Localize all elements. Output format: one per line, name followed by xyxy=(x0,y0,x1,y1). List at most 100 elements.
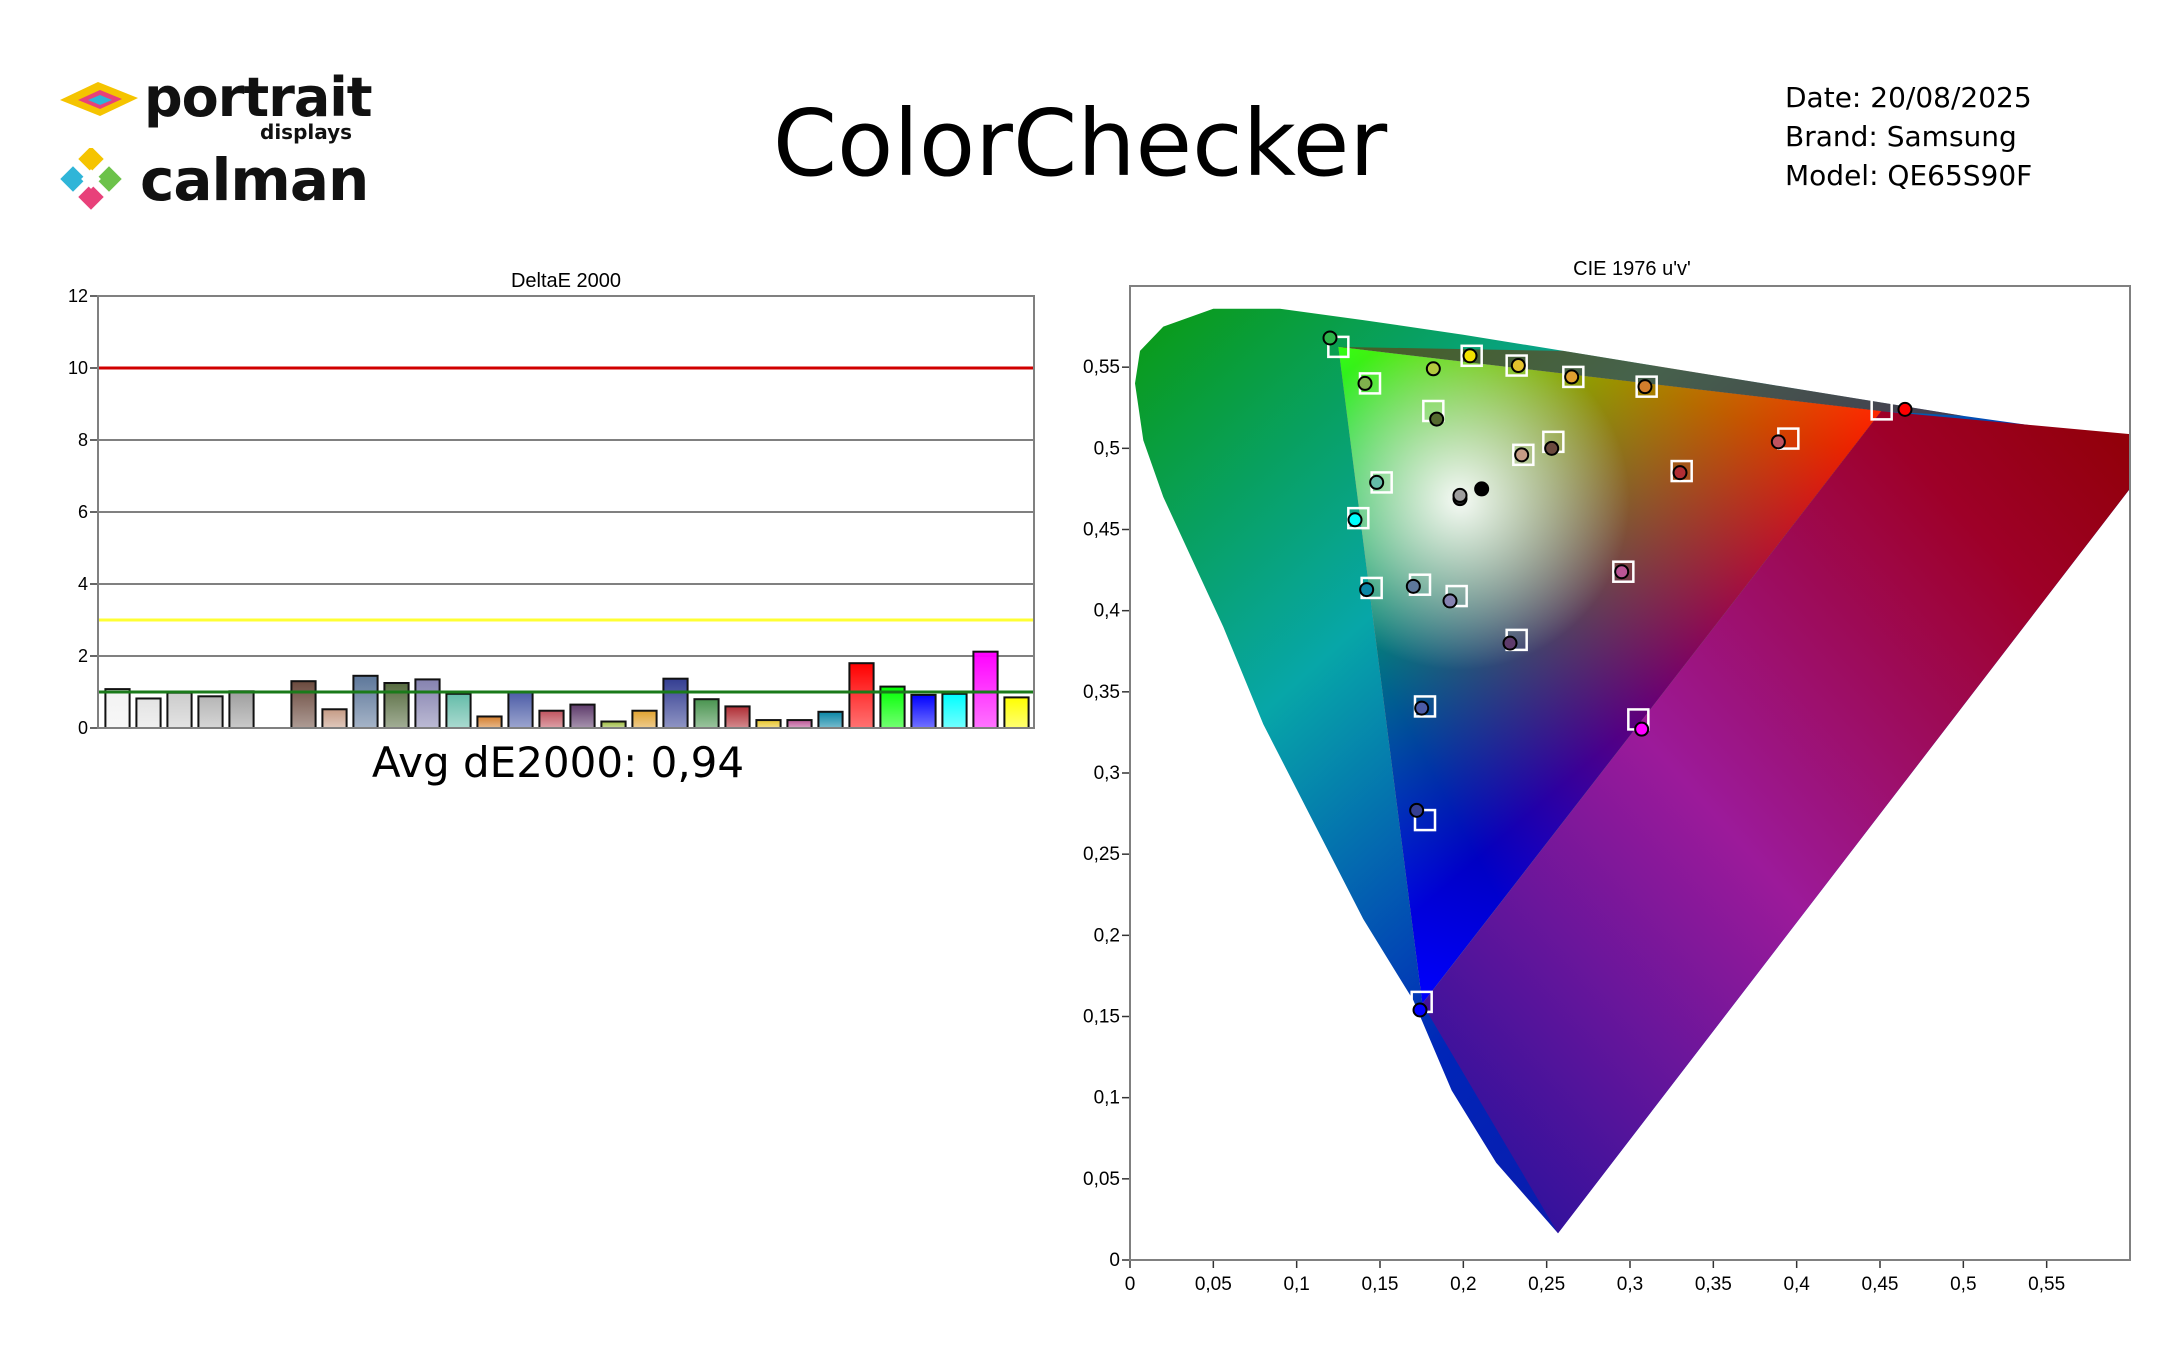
cie-xtick-label: 0,35 xyxy=(1695,1274,1732,1295)
cie-measured-point xyxy=(1414,700,1430,716)
cie-measured-point xyxy=(1770,434,1786,450)
cie-ytick-label: 0,35 xyxy=(1083,682,1120,703)
cie-target-square xyxy=(1870,398,1893,421)
deltae-bar xyxy=(662,677,689,729)
cie-target-square xyxy=(1635,375,1658,398)
deltae-bar xyxy=(383,682,410,729)
deltae-bar xyxy=(972,650,999,729)
cie-xtick-label: 0,4 xyxy=(1783,1274,1810,1295)
deltae-ytick-label: 0 xyxy=(78,718,88,738)
cie-measured-point xyxy=(1614,564,1630,580)
cie-xtick-label: 0,55 xyxy=(2028,1274,2065,1295)
deltae-bar xyxy=(631,709,658,730)
meta-brand: Brand: Samsung xyxy=(1785,120,2017,153)
calman-wordmark: calman xyxy=(140,146,369,214)
deltae-bar xyxy=(414,678,441,729)
cie-measured-point xyxy=(1634,721,1650,737)
meta-block: Date: 20/08/2025 Brand: Samsung Model: Q… xyxy=(1785,78,2032,195)
cie-chart: 0 0,05 0,1 0,15 0,2 0,25 0,3 0,35 0,4 0,45 0,5 0,55… xyxy=(1083,285,2131,1295)
deltae-ytick-label: 10 xyxy=(68,358,88,378)
cie-ytick-label: 0,5 xyxy=(1094,438,1120,459)
cie-ytick-label: 0,3 xyxy=(1094,763,1120,784)
cie-xtick-label: 0,25 xyxy=(1528,1274,1565,1295)
deltae-ytick-label: 6 xyxy=(78,502,88,522)
deltae-bar xyxy=(166,691,193,729)
cie-ytick-label: 0,45 xyxy=(1083,520,1120,541)
meta-date: Date: 20/08/2025 xyxy=(1785,81,2032,114)
deltae-bar xyxy=(786,719,813,729)
cie-xtick-label: 0,05 xyxy=(1195,1274,1232,1295)
deltae-ytick-label: 4 xyxy=(78,574,88,594)
cie-ytick-label: 0,55 xyxy=(1083,357,1120,378)
cie-measured-point xyxy=(1359,582,1375,598)
cie-measured-point xyxy=(1425,361,1441,377)
deltae-bar xyxy=(321,708,348,729)
purple-region xyxy=(1422,411,2130,1234)
cie-target-square xyxy=(1460,344,1483,368)
deltae-bar xyxy=(693,698,720,730)
cie-measured-point xyxy=(1462,348,1478,364)
cie-measured-point xyxy=(1357,375,1373,391)
cie-measured-point xyxy=(1347,512,1363,528)
deltae-bar xyxy=(197,695,224,730)
deltae-bar xyxy=(817,710,844,729)
deltae-ytick-label: 2 xyxy=(78,646,88,666)
cie-measured-point xyxy=(1405,578,1421,594)
portrait-logo-icon xyxy=(60,82,138,116)
cie-target-square xyxy=(1512,443,1535,467)
cie-ytick-label: 0,15 xyxy=(1083,1007,1120,1028)
cie-measured-point xyxy=(1544,440,1560,456)
top-band xyxy=(1338,346,1964,416)
deltae-ytick-label: 8 xyxy=(78,430,88,450)
deltae-bar xyxy=(569,703,596,730)
cie-xtick-label: 0,5 xyxy=(1950,1274,1976,1295)
cie-measured-point xyxy=(1564,369,1580,385)
cie-target-square xyxy=(1413,808,1437,832)
cie-xtick-label: 0,45 xyxy=(1862,1274,1899,1295)
cie-ytick-label: 0,2 xyxy=(1094,925,1120,946)
cie-measured-point xyxy=(1672,465,1688,481)
cie-ytick-label: 0,4 xyxy=(1094,601,1121,622)
cie-measured-point xyxy=(1897,401,1913,417)
deltae-bar xyxy=(910,693,937,730)
deltae-bar xyxy=(848,662,875,730)
deltae-bar xyxy=(290,680,317,730)
deltae-bar xyxy=(104,688,131,729)
deltae-chart-title: DeltaE 2000 xyxy=(510,270,622,292)
cie-ytick-label: 0,1 xyxy=(1094,1088,1120,1109)
page-title: ColorChecker xyxy=(772,90,1388,197)
cie-measured-point xyxy=(1502,635,1518,651)
cie-measured-point xyxy=(1429,411,1445,427)
cie-measured-point xyxy=(1510,358,1526,374)
cie-measured-point xyxy=(1369,474,1385,490)
cie-target-square xyxy=(1505,354,1528,377)
meta-model: Model: QE65S90F xyxy=(1785,159,2033,192)
deltae-bar xyxy=(1003,696,1030,729)
avg-de-label: Avg dE2000: 0,94 xyxy=(371,738,745,787)
deltae-bar xyxy=(724,705,751,729)
cie-measured-point xyxy=(1442,593,1458,609)
cie-measured-point xyxy=(1409,802,1425,818)
cie-xtick-label: 0,2 xyxy=(1450,1274,1476,1295)
cie-measured-point xyxy=(1514,447,1530,463)
deltae-bar xyxy=(476,715,503,730)
deltae-bar xyxy=(538,709,565,730)
deltae-bar xyxy=(507,691,534,729)
cie-plot-frame xyxy=(1129,285,2131,1261)
deltae-plot-frame xyxy=(97,295,1035,729)
cie-measured-point xyxy=(1452,487,1468,503)
portrait-sub-wordmark: displays xyxy=(260,120,353,144)
cie-xtick-label: 0 xyxy=(1125,1274,1136,1295)
deltae-bar xyxy=(228,690,255,729)
deltae-ytick-label: 12 xyxy=(68,286,88,306)
cie-ytick-label: 0,05 xyxy=(1083,1169,1120,1190)
cie-ytick-label: 0 xyxy=(1109,1250,1120,1271)
deltae-bar xyxy=(755,719,782,729)
cie-chart-title: CIE 1976 u'v' xyxy=(1573,258,1691,280)
deltae-bar xyxy=(445,692,472,729)
deltae-bar xyxy=(352,674,379,729)
gamut-triangle xyxy=(1338,346,1882,1004)
cie-xtick-label: 0,15 xyxy=(1362,1274,1399,1295)
deltae-bar xyxy=(135,697,162,730)
cie-diagram-fill xyxy=(1135,308,2130,1234)
